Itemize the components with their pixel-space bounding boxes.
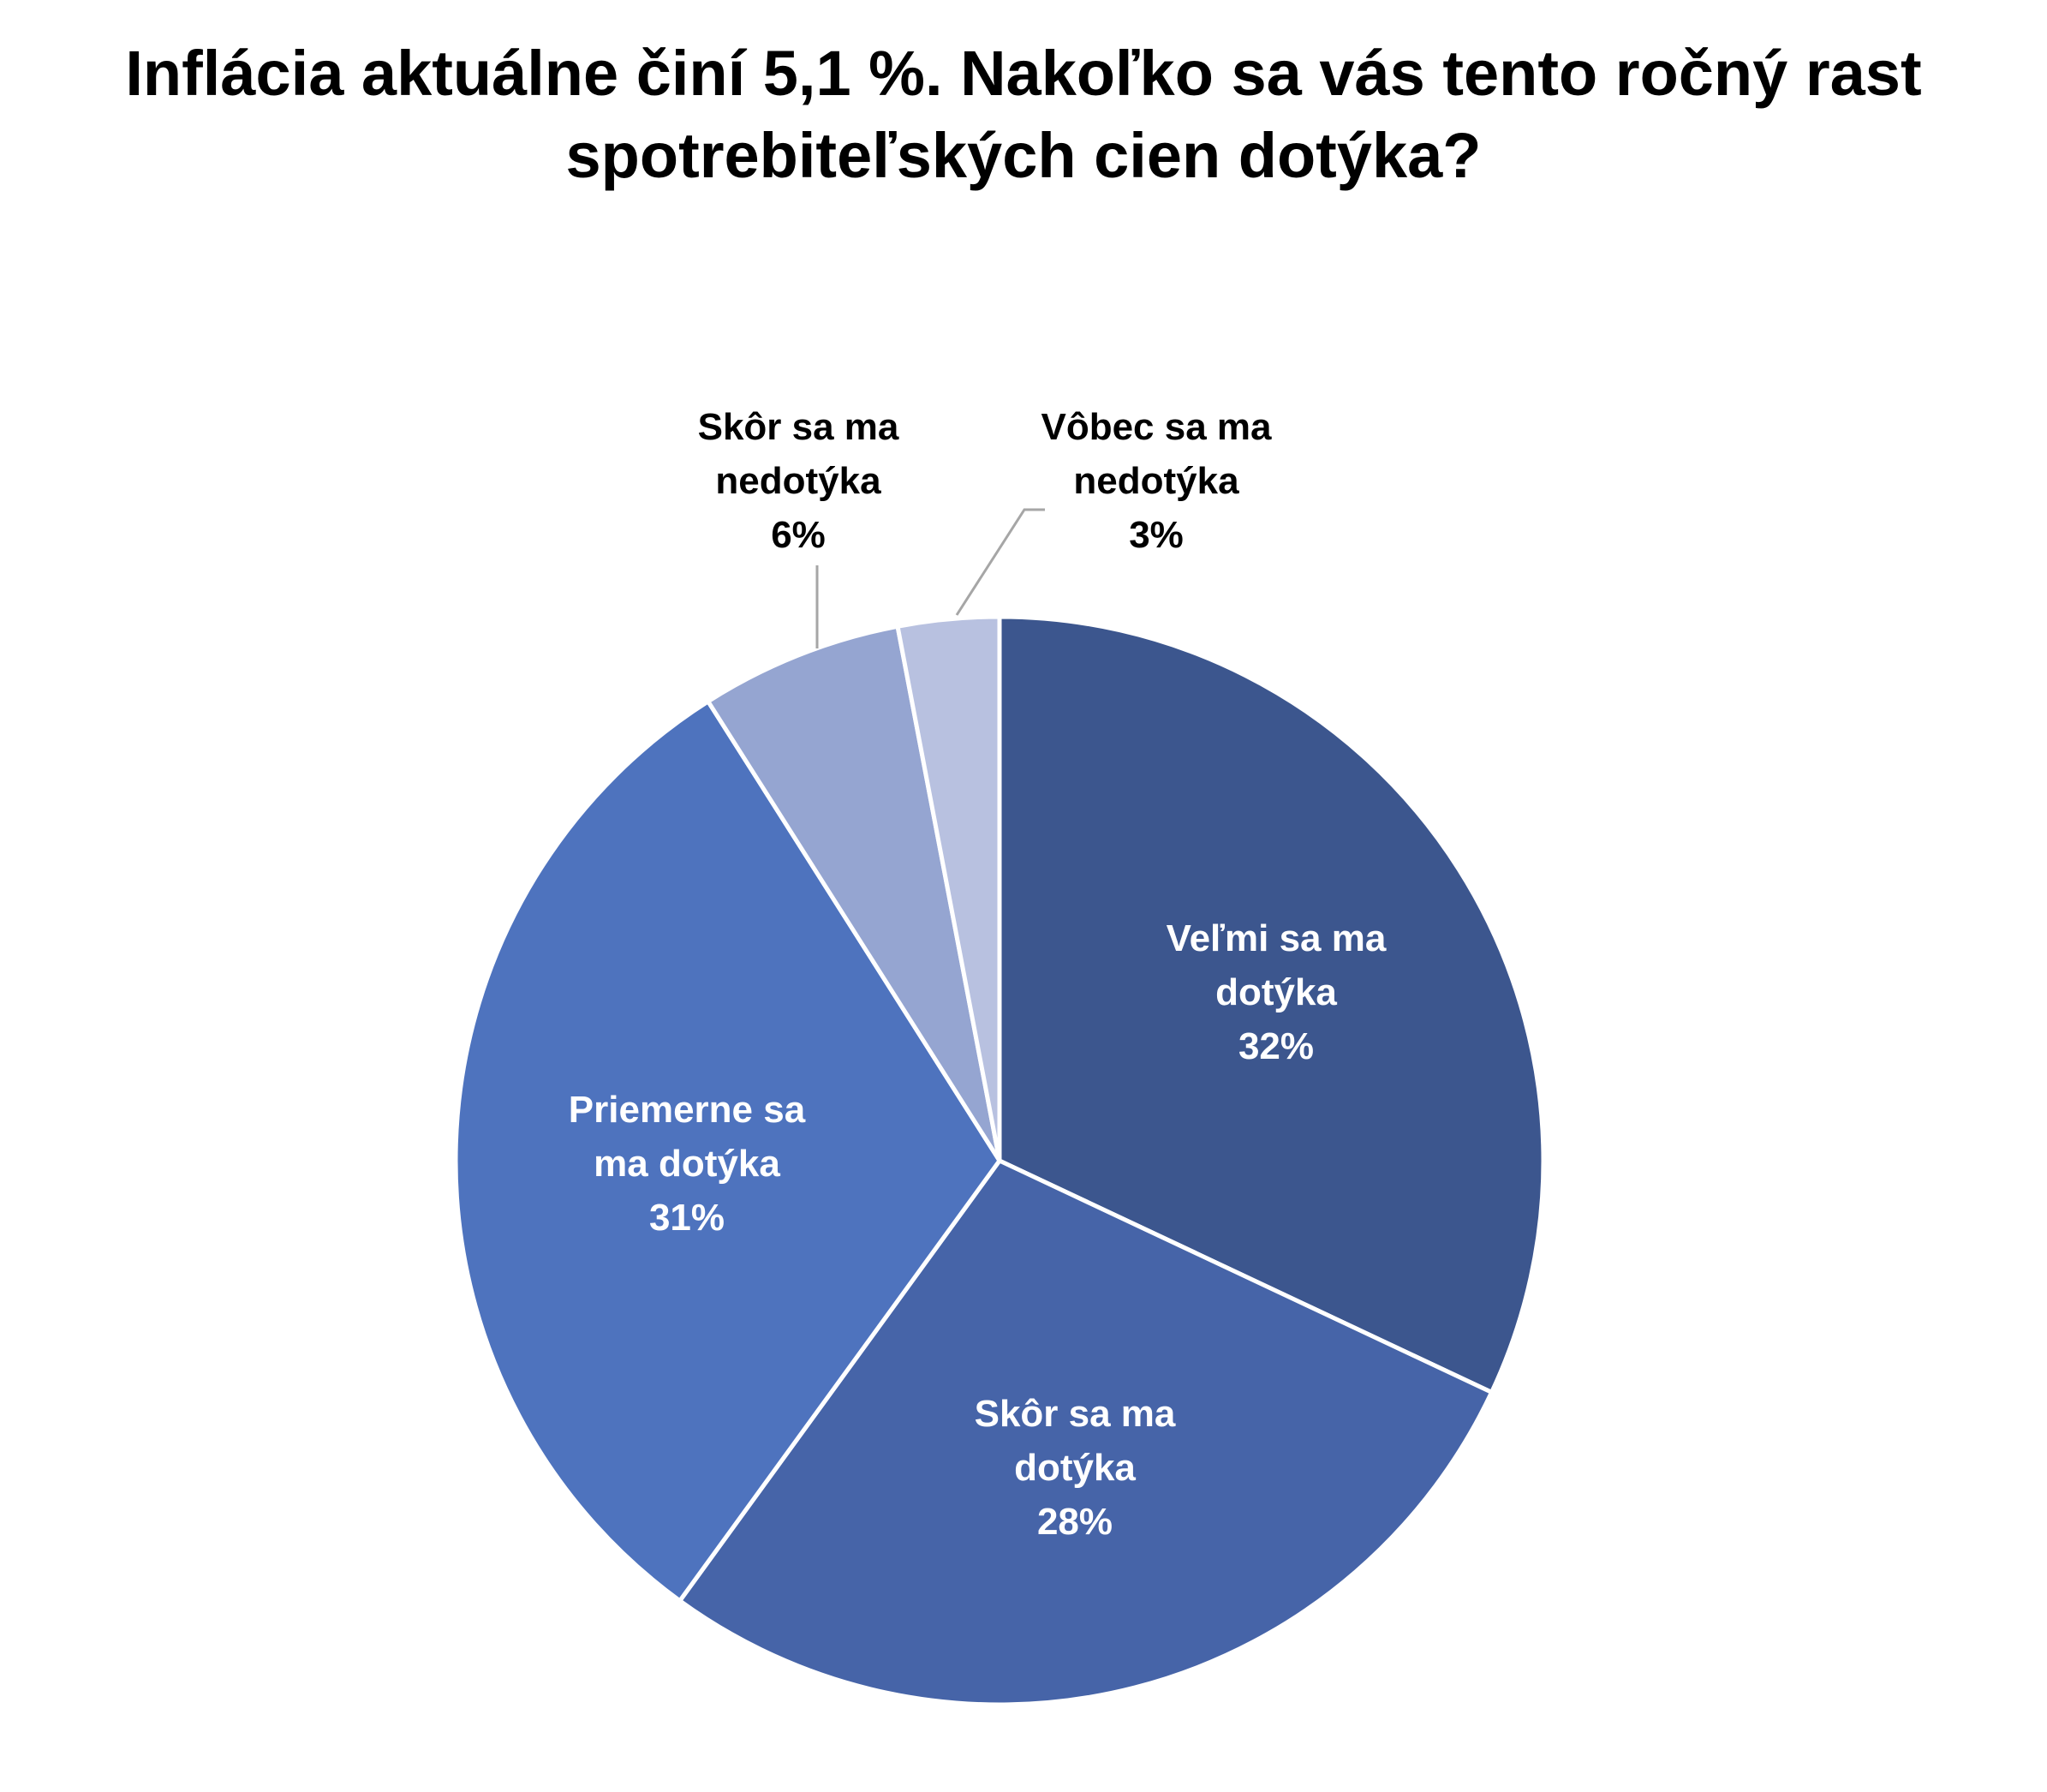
data-label-value: 31% (649, 1197, 725, 1239)
data-label-text: Skôr sa ma (698, 406, 899, 448)
data-label-text: nedotýka (1073, 460, 1239, 502)
pie-leader-lines (815, 508, 1045, 648)
pie-slice-vobec-sa-ma-nedotyka (895, 614, 1002, 1162)
data-label-velmi-sa-ma-dotyka: Veľmi sa ma dotýka 32% (1167, 917, 1387, 1067)
data-label-skor-sa-ma-dotyka: Skôr sa ma dotýka 28% (975, 1393, 1176, 1543)
chart-title-line-1: Inflácia aktuálne činí 5,1 %. Nakoľko sa… (125, 38, 1922, 109)
pie-slice-priemerne-sa-ma-dotyka (453, 698, 1003, 1604)
pie-slice-velmi-sa-ma-dotyka (997, 614, 1546, 1395)
data-label-vobec-sa-ma-nedotyka: Vôbec sa ma nedotýka 3% (1041, 406, 1272, 556)
data-label-value: 6% (771, 514, 826, 556)
pie-slice-skor-sa-ma-nedotyka (705, 624, 1002, 1162)
pie-data-labels: Veľmi sa ma dotýka 32% Skôr sa ma dotýka 28% P… (569, 406, 1387, 1543)
pie-slices (453, 614, 1546, 1707)
data-label-value: 28% (1037, 1501, 1113, 1543)
data-label-text: nedotýka (715, 460, 881, 502)
data-label-value: 3% (1129, 514, 1184, 556)
pie-slice-skor-sa-ma-dotyka (677, 1157, 1495, 1707)
data-label-text: ma dotýka (594, 1143, 780, 1185)
data-label-text: Skôr sa ma (975, 1393, 1176, 1435)
data-label-priemerne-sa-ma-dotyka: Priemerne sa ma dotýka 31% (569, 1089, 806, 1239)
data-label-text: dotýka (1014, 1447, 1136, 1489)
leader-line-vobec-sa-ma-nedotyka (955, 508, 1045, 616)
data-label-value: 32% (1238, 1025, 1314, 1067)
chart-title-line-2: spotrebiteľských cien dotýka? (565, 120, 1482, 191)
data-label-text: Vôbec sa ma (1041, 406, 1272, 448)
data-label-skor-sa-ma-nedotyka: Skôr sa ma nedotýka 6% (698, 406, 899, 556)
data-label-text: Veľmi sa ma (1167, 917, 1387, 959)
data-label-text: Priemerne sa (569, 1089, 806, 1131)
data-label-text: dotýka (1215, 971, 1337, 1013)
chart-title: Inflácia aktuálne činí 5,1 %. Nakoľko sa… (0, 33, 2047, 197)
